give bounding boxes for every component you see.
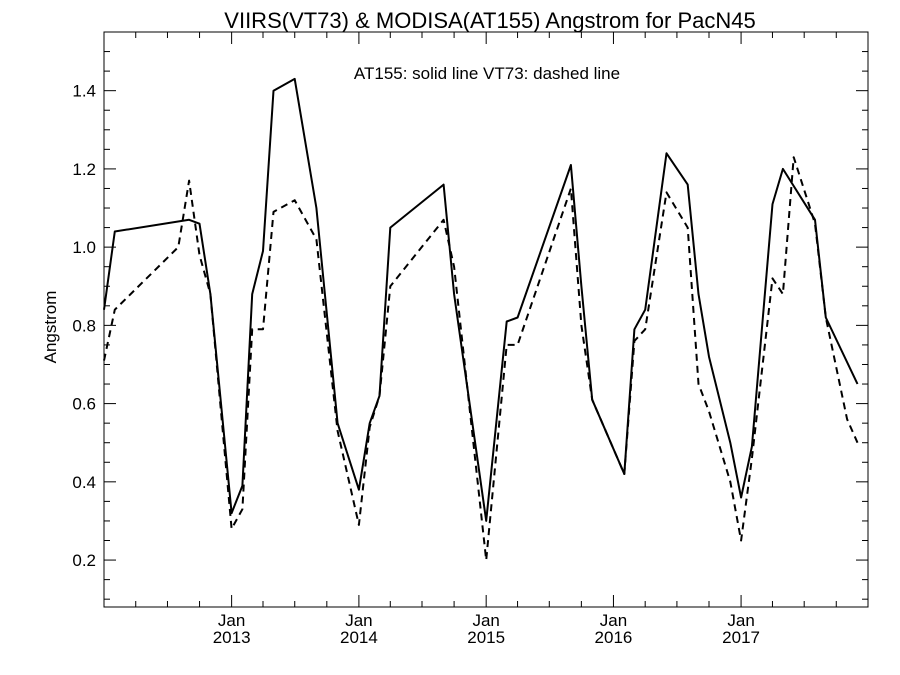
y-tick-label: 1.0 (72, 238, 96, 257)
x-tick-label-year: 2013 (213, 628, 251, 647)
x-tick-label-month: Jan (472, 611, 499, 630)
series-line-vt73 (103, 156, 859, 562)
chart-title: VIIRS(VT73) & MODISA(AT155) Angstrom for… (224, 8, 755, 33)
y-tick-label: 0.2 (72, 551, 96, 570)
x-tick-label-year: 2015 (467, 628, 505, 647)
y-axis-label: Angstrom (41, 291, 60, 364)
series-lines (103, 77, 859, 562)
legend-text: AT155: solid line VT73: dashed line (354, 64, 620, 83)
y-tick-label: 1.2 (72, 160, 96, 179)
x-tick-label-month: Jan (600, 611, 627, 630)
y-tick-label: 1.4 (72, 82, 96, 101)
x-tick-label-year: 2017 (722, 628, 760, 647)
tick-labels: 0.20.40.60.81.01.21.4Jan2013Jan2014Jan20… (72, 82, 760, 647)
x-tick-label-month: Jan (218, 611, 245, 630)
x-tick-label-year: 2014 (340, 628, 378, 647)
y-tick-label: 0.4 (72, 473, 96, 492)
x-tick-label-month: Jan (727, 611, 754, 630)
axis-ticks (104, 32, 868, 607)
x-tick-label-month: Jan (345, 611, 372, 630)
series-line-at155 (103, 77, 859, 522)
y-tick-label: 0.6 (72, 395, 96, 414)
x-tick-label-year: 2016 (595, 628, 633, 647)
y-tick-label: 0.8 (72, 316, 96, 335)
